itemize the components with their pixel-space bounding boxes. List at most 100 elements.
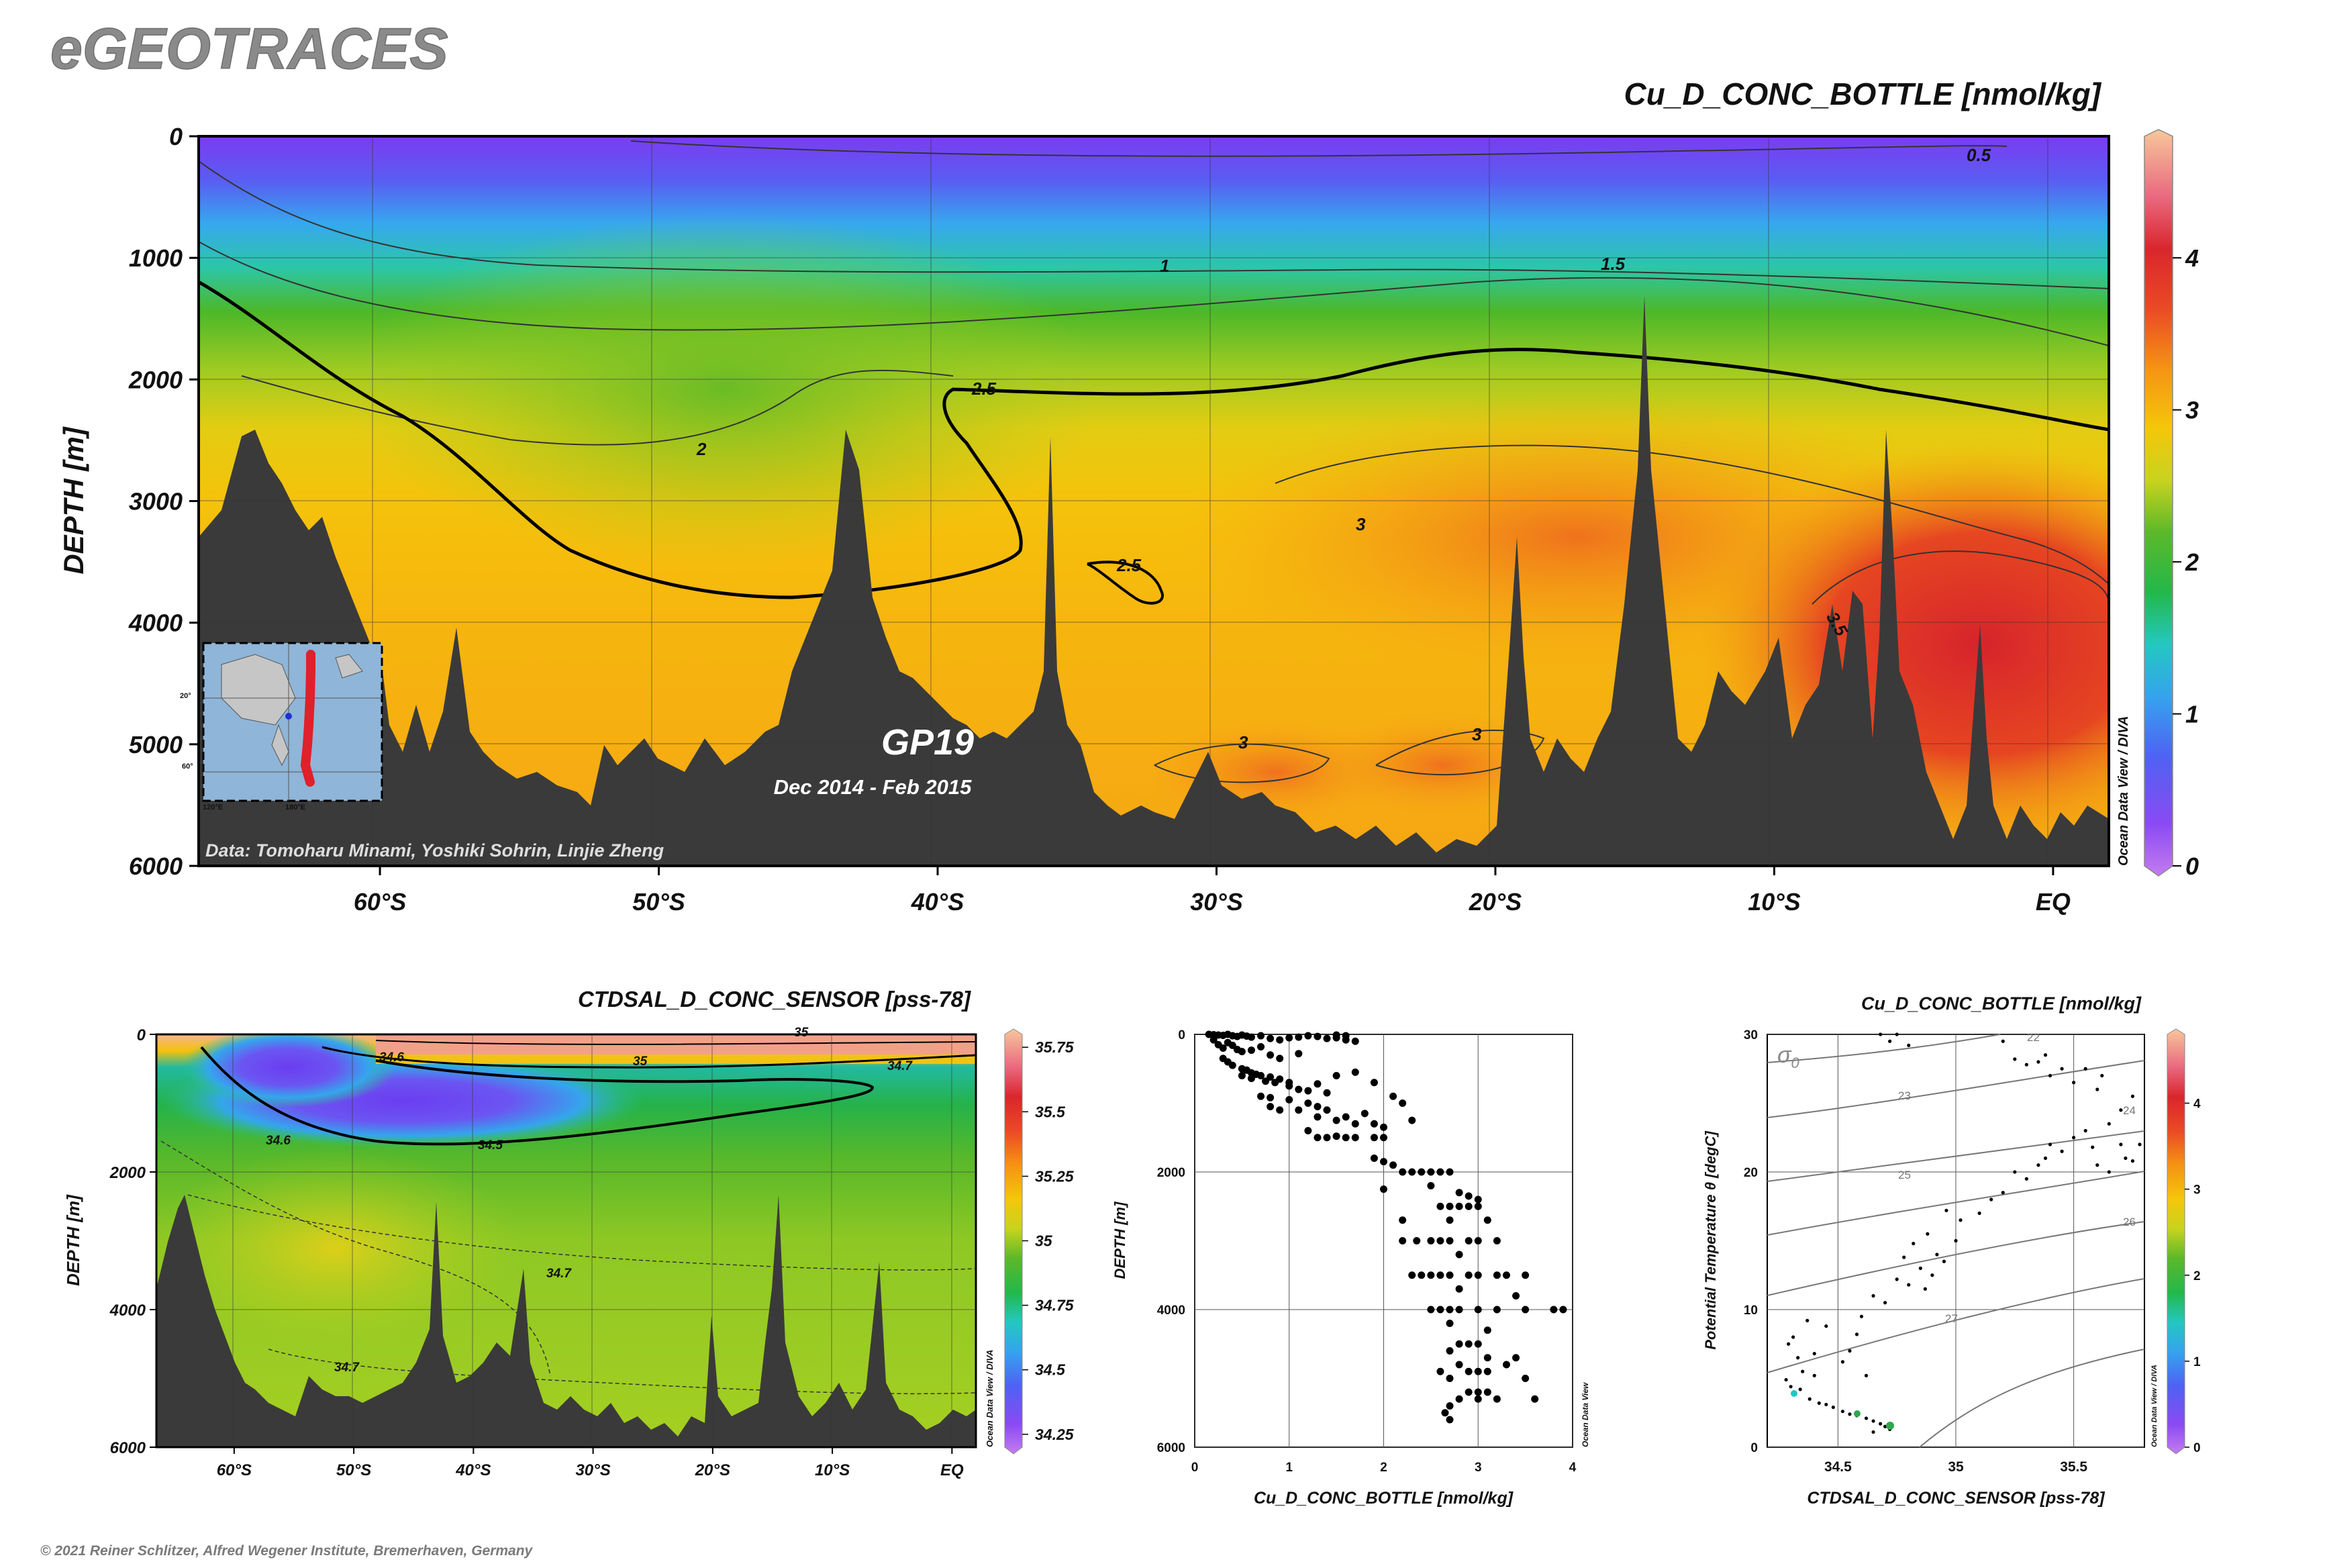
ts-point: [1824, 1324, 1828, 1328]
ts-point: [1907, 1043, 1911, 1047]
prof-point: [1483, 1326, 1491, 1334]
sal-cbar-tick-label: 34.25: [1035, 1426, 1075, 1443]
prof-point: [1474, 1271, 1482, 1279]
ts-point: [1840, 1410, 1844, 1414]
sal-plot-title: CTDSAL_D_CONC_SENSOR [pss-78]: [578, 987, 971, 1012]
ts-point: [1864, 1373, 1869, 1377]
contour-label-0.5: 0.5: [1967, 145, 1991, 165]
sal-y-tick-label: 6000: [110, 1439, 146, 1457]
prof-point: [1219, 1044, 1227, 1052]
sal-x-tick-label: EQ: [940, 1461, 964, 1479]
ts-odv-label: Ocean Data View / DIVA: [2150, 1365, 2159, 1447]
prof-point: [1465, 1202, 1473, 1210]
prof-point: [1276, 1106, 1284, 1114]
prof-point: [1455, 1189, 1463, 1197]
prof-point: [1446, 1402, 1454, 1410]
ts-point: [1895, 1032, 1899, 1036]
contour-label-2.5-ring: 2.5: [1116, 555, 1142, 575]
ts-x-axis-label: CTDSAL_D_CONC_SENSOR [pss-78]: [1807, 1489, 2106, 1508]
ts-point: [1798, 1387, 1802, 1391]
prof-point: [1304, 1032, 1312, 1040]
ts-point: [2138, 1142, 2142, 1146]
sal-y-ticks: 0 2000 4000 6000: [109, 1026, 156, 1457]
ts-isopycnal-label-22: 22: [2027, 1031, 2040, 1044]
sal-grid: [156, 1034, 976, 1447]
main-y-tick-label: 6000: [129, 852, 183, 880]
prof-point: [1389, 1092, 1397, 1100]
ts-point: [2119, 1142, 2123, 1146]
ts-point: [1942, 1259, 1946, 1263]
ts-y-tick-label: 0: [1750, 1441, 1758, 1455]
ts-point: [1930, 1273, 1934, 1277]
ts-point: [1789, 1385, 1793, 1389]
sal-x-ticks: 60°S 50°S 40°S 30°S 20°S 10°S EQ: [217, 1447, 964, 1479]
prof-point: [1446, 1216, 1454, 1224]
main-y-tick-label: 5000: [129, 731, 183, 758]
sal-contour-label-34.5: 34.5: [478, 1138, 503, 1153]
prof-point: [1247, 1075, 1255, 1083]
prof-point: [1474, 1202, 1482, 1210]
prof-point: [1455, 1306, 1463, 1314]
prof-point: [1304, 1087, 1312, 1095]
ts-scatter-plot: Cu_D_CONC_BOTTLE [nmol/kg] σ0 22 23 24 2…: [1702, 993, 2201, 1508]
prof-point: [1209, 1036, 1218, 1044]
ts-point: [2130, 1159, 2135, 1163]
ts-point: [1848, 1349, 1852, 1353]
sal-contour-34.5: [200, 1046, 875, 1146]
prof-point: [1399, 1216, 1407, 1224]
prof-point: [1370, 1134, 1378, 1142]
ts-point: [1831, 1405, 1835, 1410]
ts-point: [1912, 1242, 1916, 1246]
sal-colorbar-ticks: 34.25 34.5 34.75 35 35.25 35.5 35.75: [1022, 1038, 1075, 1443]
prof-point: [1228, 1061, 1236, 1069]
seafloor-bathymetry: [199, 295, 2109, 866]
ts-point: [2060, 1067, 2064, 1071]
ts-point: [1954, 1238, 1958, 1243]
ts-point: [1883, 1301, 1887, 1305]
prof-point: [1436, 1271, 1444, 1279]
ts-point: [1977, 1211, 1981, 1216]
prof-point: [1418, 1168, 1426, 1176]
prof-points: [1205, 1030, 1567, 1424]
ts-y-tick-label: 10: [1744, 1304, 1758, 1318]
prof-point: [1502, 1271, 1510, 1279]
ts-cbar-tick-label: 3: [2193, 1183, 2201, 1197]
sal-x-tick-label: 10°S: [815, 1461, 850, 1479]
prof-point: [1380, 1123, 1387, 1131]
prof-x-tick-label: 4: [1569, 1461, 1577, 1475]
prof-point: [1493, 1271, 1501, 1279]
prof-point: [1257, 1042, 1265, 1050]
prof-point: [1323, 1089, 1331, 1097]
prof-point: [1342, 1032, 1350, 1040]
ts-points: [1784, 1032, 2142, 1434]
prof-point: [1550, 1306, 1558, 1314]
prof-point: [1455, 1340, 1463, 1348]
ts-point: [2130, 1094, 2135, 1098]
ts-isopycnal-label-26: 26: [2123, 1216, 2136, 1228]
contour-line-0.5: [630, 140, 2008, 157]
prof-point: [1531, 1395, 1539, 1403]
prof-point: [1304, 1099, 1312, 1107]
prof-point: [1465, 1340, 1473, 1348]
prof-point: [1522, 1306, 1530, 1314]
prof-point: [1465, 1271, 1473, 1279]
main-cbar-tick-label: 1: [2185, 701, 2199, 728]
prof-x-ticks: 0 1 2 3 4: [1191, 1461, 1577, 1475]
ts-point: [1959, 1218, 1963, 1222]
sal-contour-label-34.7-right: 34.7: [887, 1059, 913, 1073]
prof-point: [1436, 1237, 1444, 1244]
prof-point: [1267, 1103, 1275, 1111]
ts-point: [1854, 1332, 1859, 1336]
prof-point: [1408, 1116, 1416, 1124]
sal-x-tick-label: 40°S: [455, 1461, 491, 1479]
prof-point: [1360, 1110, 1369, 1118]
main-x-tick-label: 40°S: [911, 888, 964, 916]
prof-point: [1351, 1037, 1359, 1045]
ts-point: [2013, 1170, 2017, 1174]
sal-y-tick-label: 2000: [109, 1164, 146, 1182]
sal-contour-label-34.6-left: 34.6: [266, 1134, 291, 1148]
prof-point: [1238, 1048, 1246, 1056]
svg-text:180°E: 180°E: [285, 803, 305, 812]
ts-point: [2024, 1177, 2028, 1181]
ts-point: [2107, 1170, 2111, 1174]
